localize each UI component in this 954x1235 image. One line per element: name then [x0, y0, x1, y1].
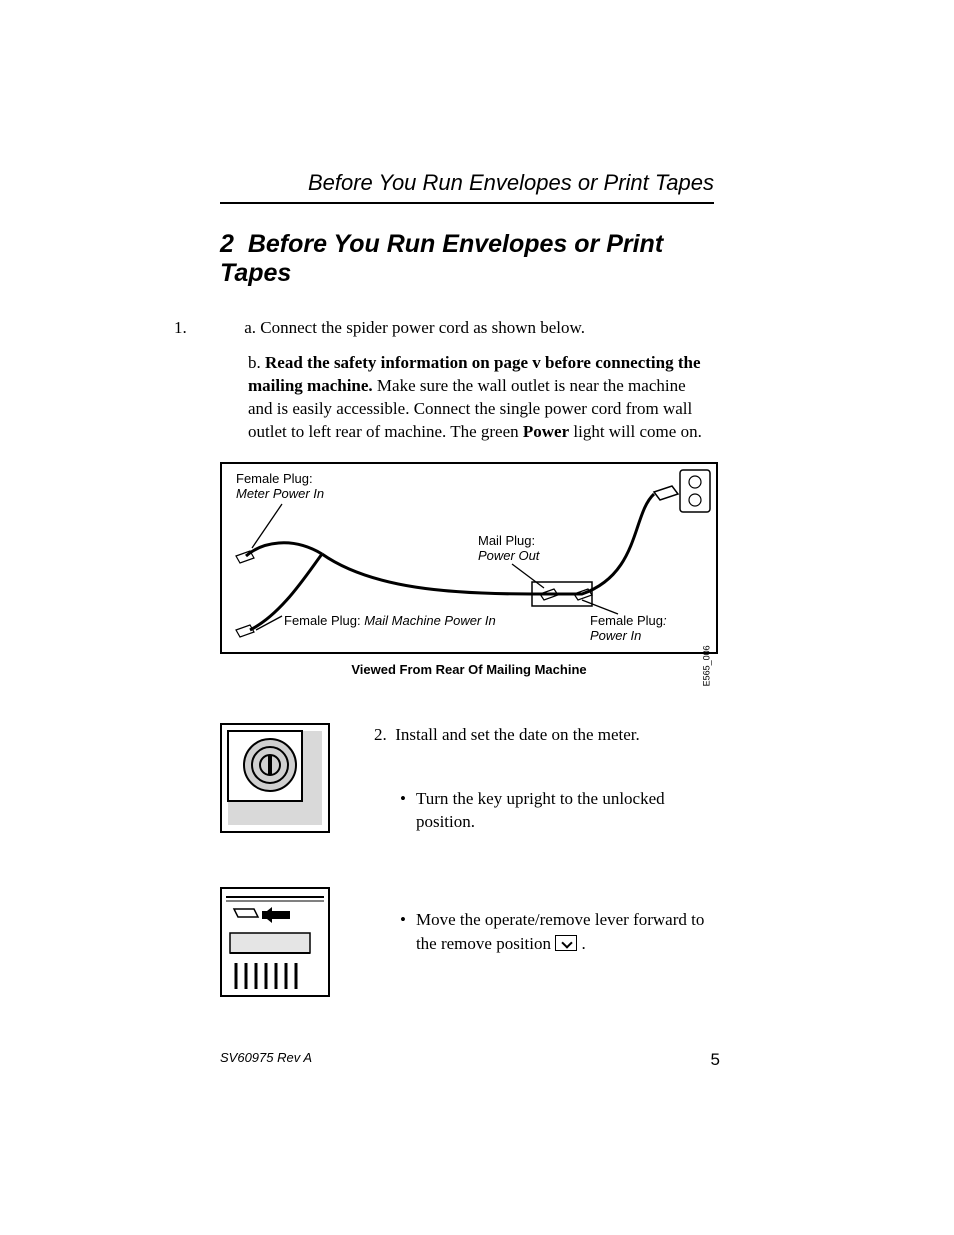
diagram-ref-id: E565_006: [702, 646, 712, 687]
bullet-2b: .: [577, 934, 586, 953]
header-rule: [220, 202, 714, 204]
chapter-title: 2 Before You Run Envelopes or Print Tape…: [220, 230, 714, 288]
step-1a: 1. a. Connect the spider power cord as s…: [220, 318, 714, 338]
bullet-1: Turn the key upright to the unlocked pos…: [374, 787, 714, 835]
step-2-main: 2. Install and set the date on the meter…: [374, 723, 714, 747]
step-number: 1.: [220, 318, 240, 338]
step-1b-label: b.: [248, 353, 261, 372]
power-word: Power: [523, 422, 569, 441]
bullet-icon: [400, 908, 406, 956]
step-1a-text: Connect the spider power cord as shown b…: [260, 318, 585, 337]
bullet-icon: [400, 787, 406, 835]
lever-illustration: [220, 887, 330, 997]
page: Before You Run Envelopes or Print Tapes …: [0, 0, 954, 1235]
bullet-2: Move the operate/remove lever forward to…: [374, 908, 714, 956]
bullet-1-text: Turn the key upright to the unlocked pos…: [416, 787, 714, 835]
bullet-2-text: Move the operate/remove lever forward to…: [416, 908, 714, 956]
diagram-svg: [222, 464, 716, 652]
step-2-number: 2.: [374, 725, 387, 744]
doc-id: SV60975 Rev A: [220, 1050, 312, 1070]
page-footer: SV60975 Rev A 5: [220, 1050, 720, 1070]
key-lock-illustration: [220, 723, 330, 833]
step-1a-label: a.: [244, 318, 256, 337]
page-number: 5: [711, 1050, 720, 1070]
step-1b-rest2: light will come on.: [569, 422, 702, 441]
chapter-number: 2: [220, 230, 234, 258]
chapter-title-text: Before You Run Envelopes or Print Tapes: [220, 230, 663, 287]
step-2-text: 2. Install and set the date on the meter…: [374, 723, 714, 997]
diagram-wrap: Female Plug: Meter Power In Mail Plug: P…: [220, 462, 714, 677]
diagram-caption: Viewed From Rear Of Mailing Machine: [220, 662, 718, 677]
step-2-main-text: Install and set the date on the meter.: [395, 725, 640, 744]
remove-position-icon: [555, 935, 577, 951]
step-2-block: 2. Install and set the date on the meter…: [220, 723, 714, 997]
power-cord-diagram: Female Plug: Meter Power In Mail Plug: P…: [220, 462, 718, 654]
step-1b: b. Read the safety information on page v…: [220, 352, 714, 444]
thumbnail-column: [220, 723, 340, 997]
running-head: Before You Run Envelopes or Print Tapes: [220, 170, 714, 196]
